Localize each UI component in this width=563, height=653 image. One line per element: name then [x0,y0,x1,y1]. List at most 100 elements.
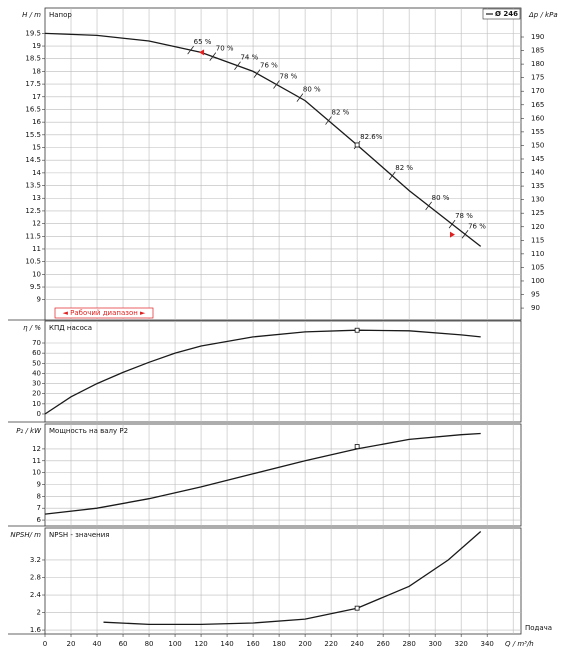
panel-title: КПД насоса [49,324,92,332]
y-tick-label: 50 [32,359,41,367]
y-tick-label: 17.5 [25,80,41,88]
y-tick-label: 0 [37,410,41,418]
efficiency-tick [234,61,241,70]
range-marker [199,49,205,56]
efficiency-tick [448,219,456,229]
y2-tick-label: 165 [531,101,544,109]
y2-tick-label: 115 [531,236,544,244]
y-tick-label: 9 [37,480,41,488]
x-axis-caption: Подача [525,624,552,632]
efficiency-tick [187,45,194,55]
x-tick-label: 180 [272,640,285,648]
panel-title: Мощность на валу P2 [49,427,128,435]
x-tick-label: 120 [194,640,207,648]
efficiency-label: 80 % [303,86,321,94]
y2-tick-label: 180 [531,60,544,68]
x-axis-label: Q / m³/h [505,640,534,648]
y2-tick-label: 90 [531,304,540,312]
y2-tick-label: 170 [531,87,544,95]
y-tick-label: 13.5 [25,182,41,190]
x-tick-label: 240 [350,640,363,648]
efficiency-tick [461,230,469,239]
y-tick-label: 10.5 [25,258,41,266]
y-tick-label: 20 [32,390,41,398]
y-tick-label: 9 [37,296,41,304]
y-tick-label: 10 [32,270,41,278]
efficiency-tick [273,80,280,89]
x-tick-label: 160 [246,640,259,648]
y-tick-label: 1.6 [30,626,42,634]
y-tick-label: 13 [32,194,41,202]
efficiency-label: 70 % [216,45,234,53]
y2-tick-label: 155 [531,128,544,136]
duty-point [354,142,360,148]
duty-point [354,605,360,611]
y2-tick-label: 160 [531,114,544,122]
y-tick-label: 10 [32,400,41,408]
efficiency-label: 74 % [240,54,258,62]
efficiency-label: 78 % [455,212,473,220]
efficiency-tick [388,171,396,181]
curve [44,329,481,415]
y-tick-label: 2 [37,609,41,617]
y2-tick-label: 120 [531,223,544,231]
y2-tick-label: 185 [531,47,544,55]
efficiency-tick [253,69,261,78]
efficiency-label: 76 % [468,222,486,230]
y-tick-label: 10 [32,469,41,477]
y-tick-label: 16 [32,118,41,126]
y-tick-label: 11 [32,245,41,253]
y2-tick-label: 145 [531,155,544,163]
efficiency-tick [425,201,432,211]
y-axis-label: η / % [23,324,41,332]
y-tick-label: 12 [32,445,41,453]
efficiency-tick [325,116,332,125]
efficiency-tick [296,93,304,102]
x-tick-label: 140 [220,640,233,648]
efficiency-label: 82 % [395,164,413,172]
duty-point [354,327,360,333]
y-tick-label: 19 [32,42,41,50]
curve [44,432,481,515]
x-tick-label: 260 [376,640,389,648]
y-tick-label: 12.5 [25,207,41,215]
panel-frame [44,423,522,527]
y2-tick-label: 135 [531,182,544,190]
x-tick-label: 80 [145,640,154,648]
y-tick-label: 14.5 [25,156,41,164]
x-tick-label: 0 [43,640,47,648]
y2-tick-label: 110 [531,250,544,258]
y-tick-label: 15 [32,144,41,152]
y-tick-label: 2.4 [30,591,42,599]
curve [44,32,482,247]
y-axis-label: P₂ / kW [16,427,42,435]
range-label-box [54,307,154,319]
y-tick-label: 7 [37,504,41,512]
range-marker [449,231,455,238]
panel-frame [44,527,522,635]
y2-tick-label: 95 [531,291,540,299]
x-tick-label: 300 [428,640,441,648]
duty-point [354,444,360,449]
efficiency-label: 82.6% [360,133,383,141]
y-tick-label: 60 [32,349,41,357]
x-tick-label: 320 [454,640,467,648]
y-tick-label: 8 [37,492,41,500]
y-tick-label: 15.5 [25,131,41,139]
efficiency-label: 80 % [432,194,450,202]
x-tick-label: 100 [168,640,181,648]
curve [103,531,482,626]
y2-tick-label: 130 [531,196,544,204]
y2-axis-label: Δp / kPa [528,11,558,19]
x-tick-label: 20 [67,640,76,648]
range-label: ◄ Рабочий диапазон ► [63,309,147,317]
y-tick-label: 18.5 [25,55,41,63]
y-tick-label: 17 [32,93,41,101]
y-tick-label: 40 [32,369,41,377]
y-tick-label: 3.2 [30,556,41,564]
y2-tick-label: 125 [531,209,544,217]
legend-label: Ø 246 [495,10,518,18]
y-tick-label: 12 [32,220,41,228]
x-tick-label: 220 [324,640,337,648]
